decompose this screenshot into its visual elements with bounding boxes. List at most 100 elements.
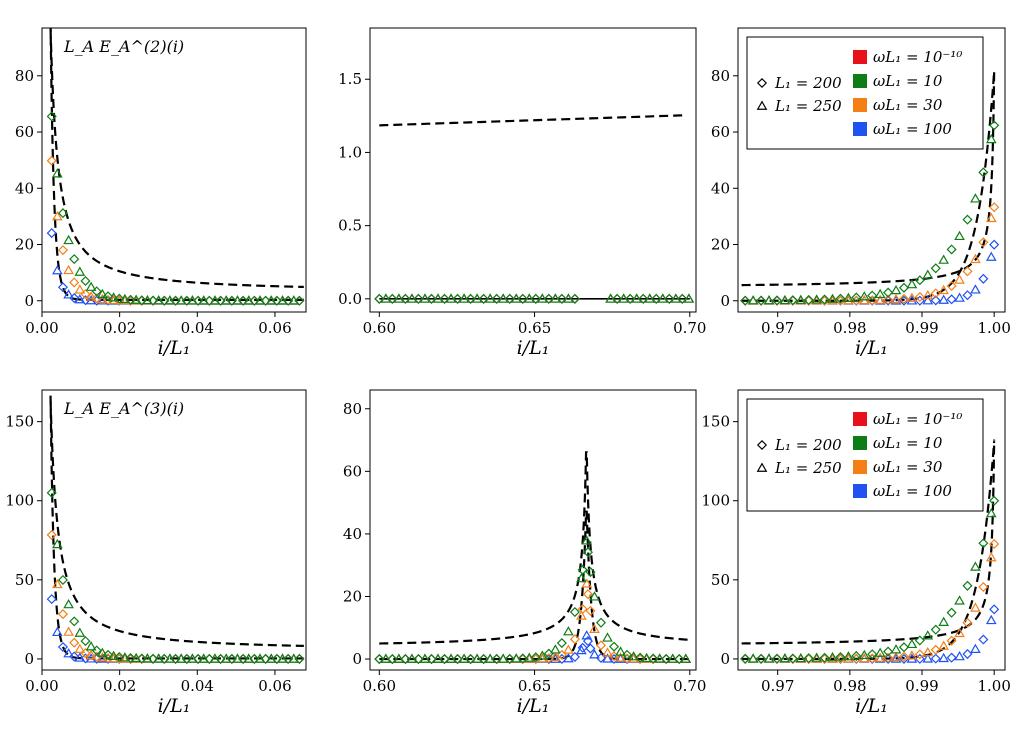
y-tick-label: 0.5 xyxy=(338,217,362,235)
data-point xyxy=(883,653,894,664)
data-point xyxy=(466,68,474,76)
data-point xyxy=(136,295,147,306)
data-point xyxy=(890,653,902,663)
data-point xyxy=(595,617,607,628)
data-point xyxy=(898,651,910,662)
data-point xyxy=(460,70,469,78)
data-point xyxy=(85,281,97,291)
data-point xyxy=(465,293,476,304)
data-point xyxy=(771,653,783,664)
data-point xyxy=(525,48,534,56)
data-point xyxy=(530,652,541,663)
data-point xyxy=(294,653,305,664)
panel-title: L_A E_A^(2)(i) xyxy=(63,37,184,56)
data-point xyxy=(74,643,86,654)
y-tick-label: 50 xyxy=(711,571,730,589)
data-point xyxy=(532,46,540,54)
data-point xyxy=(858,649,870,660)
data-point xyxy=(439,293,450,304)
data-point xyxy=(69,277,80,288)
legend-marker-triangle xyxy=(756,100,768,110)
data-point xyxy=(747,295,759,305)
y-tick-label: 100 xyxy=(5,492,34,510)
data-point xyxy=(550,644,561,654)
data-point xyxy=(564,35,573,43)
data-point xyxy=(577,642,588,653)
data-point xyxy=(819,294,830,305)
data-point xyxy=(226,295,237,306)
legend-swatch xyxy=(853,484,867,498)
data-point xyxy=(69,254,80,265)
data-point xyxy=(922,289,934,300)
data-point xyxy=(970,284,981,294)
y-tick-label: 1.5 xyxy=(338,70,362,88)
x-tick-label: 0.04 xyxy=(181,319,214,337)
data-point xyxy=(938,616,949,626)
data-point xyxy=(954,595,965,605)
data-point xyxy=(867,649,878,660)
data-point xyxy=(46,155,57,166)
data-point xyxy=(922,295,934,305)
theory-curve xyxy=(379,451,690,645)
plot-area xyxy=(740,69,1000,306)
data-point xyxy=(962,648,973,660)
axes-frame xyxy=(369,389,697,671)
data-point xyxy=(85,291,97,301)
data-point xyxy=(795,652,807,663)
data-point xyxy=(551,40,560,48)
data-point xyxy=(401,90,409,98)
data-point xyxy=(114,293,125,304)
data-point xyxy=(985,614,997,625)
data-point xyxy=(181,653,192,664)
data-point xyxy=(985,251,997,261)
data-point xyxy=(867,295,878,306)
data-point xyxy=(452,293,463,304)
data-point xyxy=(57,282,69,293)
data-point xyxy=(401,640,409,648)
y-tick-label: 80 xyxy=(343,400,362,418)
axes-frame xyxy=(737,389,1006,671)
data-point xyxy=(898,295,910,306)
data-point xyxy=(69,616,80,627)
x-tick-label: 0.97 xyxy=(761,677,794,695)
data-point xyxy=(97,647,108,657)
x-tick-label: 0.00 xyxy=(25,677,58,695)
data-point xyxy=(271,653,282,664)
data-point xyxy=(827,651,838,662)
x-tick-label: 0.06 xyxy=(258,319,291,337)
data-point xyxy=(193,653,204,664)
data-point xyxy=(63,234,74,245)
data-point xyxy=(569,293,580,304)
data-point xyxy=(440,77,448,85)
data-point xyxy=(492,636,500,644)
data-point xyxy=(538,44,547,52)
y-tick-label: 0.0 xyxy=(338,290,362,308)
data-point xyxy=(582,68,590,76)
legend-label: ωL₁ = 100 xyxy=(873,120,952,138)
y-tick-label: 40 xyxy=(711,179,730,197)
axes-frame xyxy=(41,27,307,313)
data-point xyxy=(978,273,989,284)
data-point xyxy=(938,640,949,650)
x-tick-label: 1.00 xyxy=(977,319,1010,337)
data-point xyxy=(962,580,973,591)
data-point xyxy=(543,653,554,664)
data-point xyxy=(226,653,237,664)
data-point xyxy=(413,654,424,665)
data-point xyxy=(740,653,751,664)
data-point xyxy=(63,626,74,636)
data-point xyxy=(91,645,102,656)
data-point xyxy=(819,653,830,664)
data-point xyxy=(576,644,587,655)
data-point xyxy=(613,48,621,56)
data-point xyxy=(922,630,934,640)
legend-label: L₁ = 250 xyxy=(774,97,842,115)
data-point xyxy=(375,98,383,106)
data-point xyxy=(851,292,862,303)
data-point xyxy=(914,649,925,660)
data-point xyxy=(661,653,672,664)
data-point xyxy=(63,598,74,609)
data-point xyxy=(874,652,886,662)
data-point xyxy=(989,239,1000,250)
data-point xyxy=(946,294,957,305)
